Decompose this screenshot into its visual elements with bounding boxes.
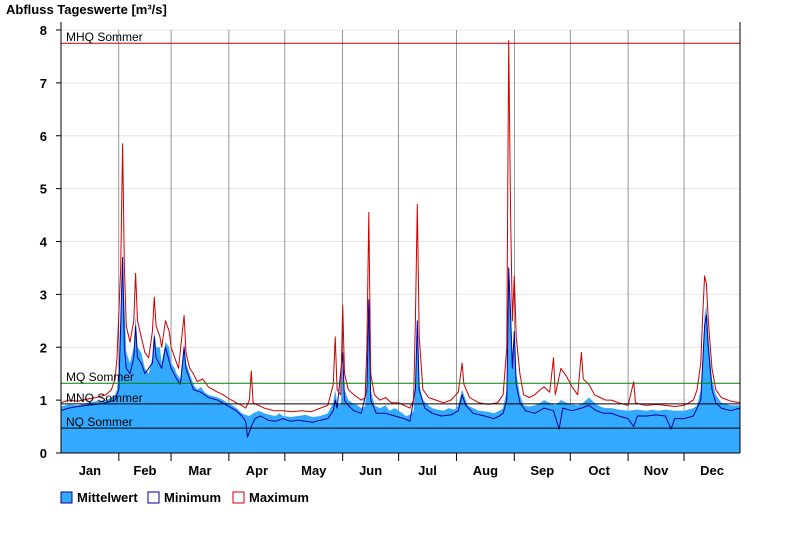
series-area-layer [61, 262, 740, 453]
legend-label-minimum: Minimum [164, 490, 221, 505]
series-line-layer [60, 40, 741, 438]
y-tick-label: 1 [40, 393, 47, 408]
x-tick-label: Sep [530, 463, 554, 478]
x-tick-label: Nov [644, 463, 669, 478]
x-tick-label: Jul [418, 463, 437, 478]
y-tick-label: 0 [40, 446, 47, 461]
x-tick-label: May [301, 463, 327, 478]
y-tick-label: 5 [40, 182, 47, 197]
x-tick-label: Feb [133, 463, 156, 478]
x-tick-label: Jan [79, 463, 101, 478]
x-tick-label: Jun [359, 463, 382, 478]
y-tick-label: 6 [40, 129, 47, 144]
y-tick-label: 8 [40, 23, 47, 38]
reference-line-label: MNQ Sommer [66, 391, 143, 405]
x-tick-label: Dec [700, 463, 724, 478]
reference-line-label: NQ Sommer [66, 415, 133, 429]
grid [61, 29, 740, 453]
y-tick-label: 2 [40, 340, 47, 355]
legend: Mittelwert Minimum Maximum [60, 490, 309, 505]
x-tick-label: Aug [473, 463, 498, 478]
reference-line-label: MQ Sommer [66, 370, 134, 384]
x-tick-label: Apr [246, 463, 268, 478]
axes: 0 1 2 3 4 5 6 7 8 Jan Feb Mar Apr May Jun Jul Aug Sep Oct N… [40, 22, 741, 478]
legend-swatch-mittelwert [60, 491, 73, 504]
reference-line-label: MHQ Sommer [66, 30, 143, 44]
legend-swatch-minimum [147, 491, 160, 504]
y-tick-label: 4 [40, 235, 48, 250]
series-minimum-line [60, 256, 741, 438]
series-maximum-line [60, 40, 741, 413]
x-tick-label: Oct [588, 463, 610, 478]
y-tick-label: 3 [40, 287, 47, 302]
reference-lines: MHQ Sommer MQ Sommer MNQ Sommer NQ Sommer [61, 30, 740, 429]
legend-label-maximum: Maximum [249, 490, 309, 505]
y-tick-label: 7 [40, 76, 47, 91]
series-mittelwert-area [61, 262, 740, 453]
legend-swatch-maximum [232, 491, 245, 504]
chart-title: Abfluss Tageswerte [m³/s] [6, 2, 167, 17]
legend-label-mittelwert: Mittelwert [77, 490, 138, 505]
x-tick-label: Mar [188, 463, 211, 478]
